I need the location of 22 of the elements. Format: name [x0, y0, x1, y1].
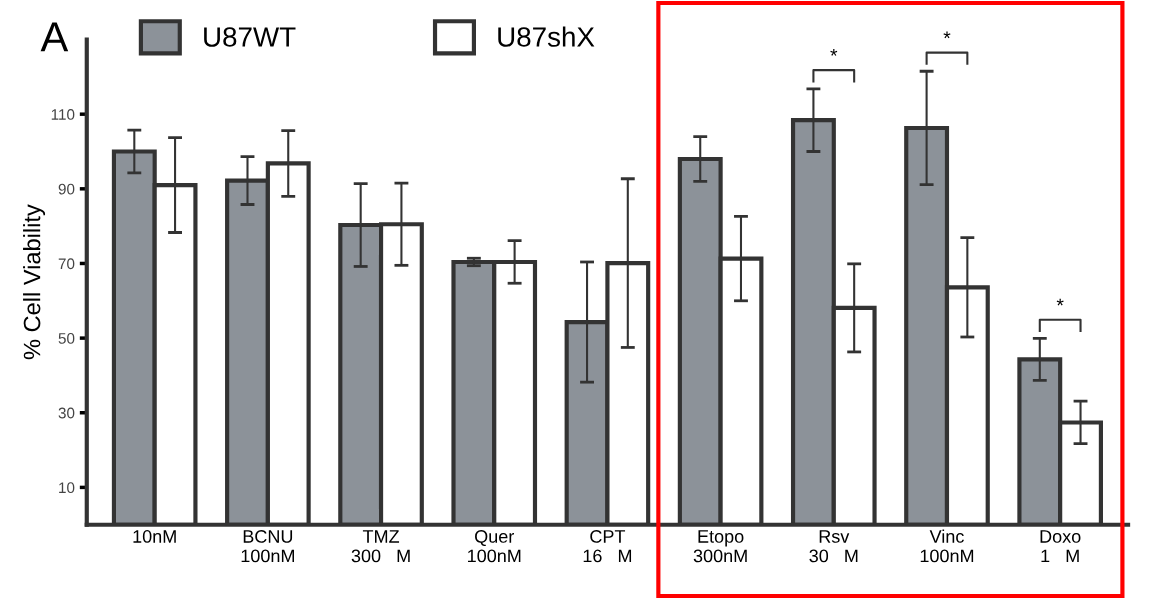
x-tick-label: Doxo 1 M [1040, 530, 1081, 563]
text: * [943, 31, 951, 39]
y-axis-title: % Cell Viability [23, 204, 46, 360]
y-tick-label: 50 [58, 332, 75, 344]
annotation: * [1056, 298, 1064, 306]
y-tick-label: 110 [51, 109, 75, 120]
x-tick-label: 10nM [133, 530, 176, 543]
x-tick-label: TMZ 300 M [351, 530, 410, 563]
legend-label: U87WT [204, 27, 296, 47]
x-tick-label: CPT 16 M [583, 530, 632, 563]
x-tick-label: Vinc 100nM [920, 529, 974, 563]
legend-label: U87shX [498, 26, 595, 47]
y-tick-label: 70 [58, 258, 75, 270]
y-tick-label: 90 [58, 183, 75, 195]
annotation: * [830, 48, 838, 56]
y-tick-label: 30 [58, 407, 75, 419]
x-tick-label: Etopo 300nM [693, 530, 747, 563]
x-tick-label: Rsv 30 M [809, 530, 858, 563]
text: A [40, 22, 69, 52]
y-tick-label: 10 [59, 482, 75, 494]
x-tick-label: BCNU 100nM [241, 530, 294, 563]
x-tick-label: Quer 100nM [468, 530, 521, 563]
